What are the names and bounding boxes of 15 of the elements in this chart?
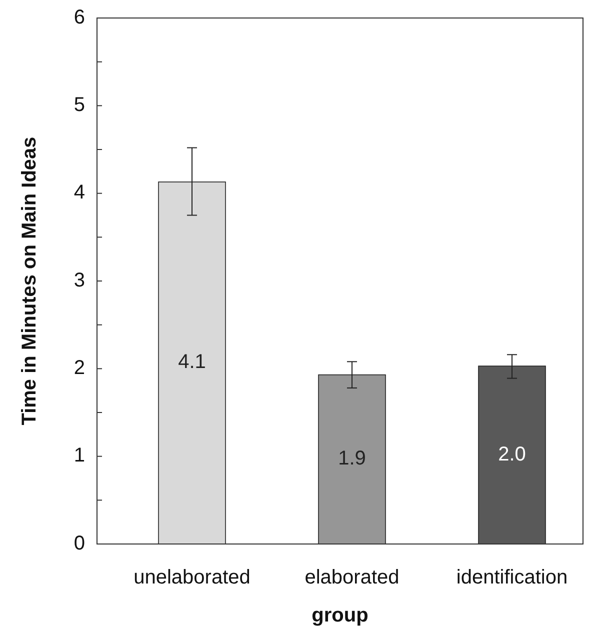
y-tick-label: 3 xyxy=(74,269,85,292)
x-tick-label: unelaborated xyxy=(134,566,250,588)
data-label: 2.0 xyxy=(498,443,526,466)
y-axis-title: Time in Minutes on Main Ideas xyxy=(18,136,40,426)
y-tick-label: 2 xyxy=(74,356,85,379)
x-tick-label: elaborated xyxy=(304,566,400,588)
y-tick-label: 4 xyxy=(74,182,85,204)
x-tick-label: identification xyxy=(456,566,568,588)
data-label: 1.9 xyxy=(338,448,366,470)
y-tick-label: 0 xyxy=(74,532,85,554)
y-tick-label: 6 xyxy=(74,6,85,28)
y-tick-label: 1 xyxy=(74,444,85,467)
x-axis-title: group xyxy=(312,604,368,626)
data-label: 4.1 xyxy=(178,351,206,374)
y-tick-label: 5 xyxy=(74,94,85,116)
